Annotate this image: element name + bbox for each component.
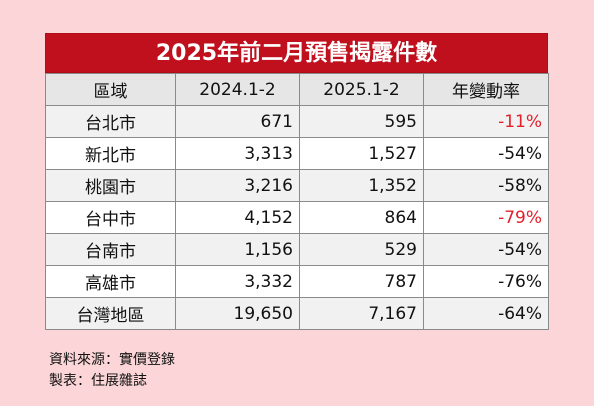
change-cell: -11% (423, 105, 549, 138)
footnotes: 資料來源：實價登錄 製表：住展雜誌 (49, 350, 175, 392)
table-row: 台北市 671 595 -11% (45, 105, 549, 138)
value-2024-cell: 19,650 (175, 297, 300, 330)
region-cell: 台南市 (45, 233, 176, 266)
value-2024-cell: 3,313 (175, 137, 300, 170)
value-2024-cell: 1,156 (175, 233, 300, 266)
column-header-2024: 2024.1-2 (175, 73, 300, 106)
table-row: 台中市 4,152 864 -79% (45, 201, 549, 234)
region-cell: 新北市 (45, 137, 176, 170)
value-2024-cell: 4,152 (175, 201, 300, 234)
column-header-region: 區域 (45, 73, 176, 106)
change-cell: -64% (423, 297, 549, 330)
change-cell: -54% (423, 233, 549, 266)
value-2024-cell: 3,216 (175, 169, 300, 202)
table-row: 台南市 1,156 529 -54% (45, 233, 549, 266)
value-2025-cell: 787 (299, 265, 424, 298)
value-2025-cell: 864 (299, 201, 424, 234)
value-2025-cell: 1,527 (299, 137, 424, 170)
region-cell: 台灣地區 (45, 297, 176, 330)
change-cell: -54% (423, 137, 549, 170)
data-table: 區域 2024.1-2 2025.1-2 年變動率 台北市 671 595 -11% 新… (45, 73, 549, 330)
table-row: 新北市 3,313 1,527 -54% (45, 137, 549, 170)
table-row: 高雄市 3,332 787 -76% (45, 265, 549, 298)
column-header-2025: 2025.1-2 (299, 73, 424, 106)
table-row: 台灣地區 19,650 7,167 -64% (45, 297, 549, 330)
region-cell: 桃園市 (45, 169, 176, 202)
header-row: 區域 2024.1-2 2025.1-2 年變動率 (45, 73, 549, 106)
source-note: 資料來源：實價登錄 (49, 352, 175, 368)
value-2024-cell: 671 (175, 105, 300, 138)
value-2025-cell: 529 (299, 233, 424, 266)
table-card: 2025年前二月預售揭露件數 區域 2024.1-2 2025.1-2 年變動率… (45, 33, 549, 330)
region-cell: 台中市 (45, 201, 176, 234)
region-cell: 台北市 (45, 105, 176, 138)
table-row: 桃園市 3,216 1,352 -58% (45, 169, 549, 202)
value-2025-cell: 595 (299, 105, 424, 138)
change-cell: -58% (423, 169, 549, 202)
value-2024-cell: 3,332 (175, 265, 300, 298)
value-2025-cell: 1,352 (299, 169, 424, 202)
maker-note: 製表：住展雜誌 (49, 373, 147, 389)
value-2025-cell: 7,167 (299, 297, 424, 330)
change-cell: -76% (423, 265, 549, 298)
column-header-change: 年變動率 (423, 73, 549, 106)
change-cell: -79% (423, 201, 549, 234)
region-cell: 高雄市 (45, 265, 176, 298)
table-body: 台北市 671 595 -11% 新北市 3,313 1,527 -54% 桃園市 3,216 1,… (45, 105, 549, 330)
table-title: 2025年前二月預售揭露件數 (45, 33, 548, 73)
